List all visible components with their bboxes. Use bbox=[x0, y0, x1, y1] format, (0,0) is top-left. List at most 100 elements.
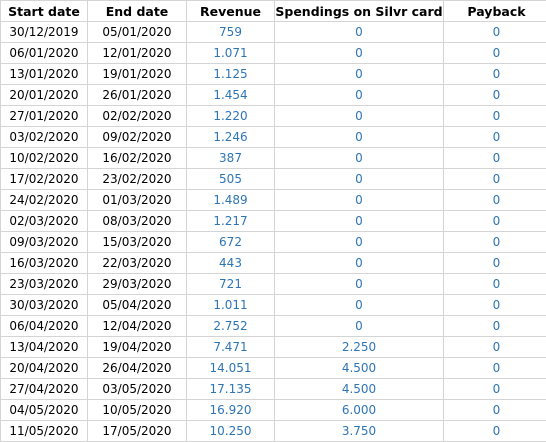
revenue-cell[interactable]: 17.135 bbox=[186, 378, 275, 400]
payback-cell[interactable]: 0 bbox=[443, 105, 546, 127]
start-date-cell[interactable]: 30/12/2019 bbox=[0, 21, 88, 43]
start-date-cell[interactable]: 06/01/2020 bbox=[0, 42, 88, 64]
start-date-cell[interactable]: 03/02/2020 bbox=[0, 126, 88, 148]
end-date-cell[interactable]: 19/01/2020 bbox=[87, 63, 187, 85]
header-payback[interactable]: Payback bbox=[443, 0, 546, 22]
start-date-cell[interactable]: 30/03/2020 bbox=[0, 294, 88, 316]
payback-cell[interactable]: 0 bbox=[443, 357, 546, 379]
end-date-cell[interactable]: 23/02/2020 bbox=[87, 168, 187, 190]
payback-cell[interactable]: 0 bbox=[443, 336, 546, 358]
start-date-cell[interactable]: 09/03/2020 bbox=[0, 231, 88, 253]
revenue-cell[interactable]: 1.011 bbox=[186, 294, 275, 316]
payback-cell[interactable]: 0 bbox=[443, 399, 546, 421]
end-date-cell[interactable]: 05/01/2020 bbox=[87, 21, 187, 43]
revenue-cell[interactable]: 7.471 bbox=[186, 336, 275, 358]
end-date-cell[interactable]: 19/04/2020 bbox=[87, 336, 187, 358]
revenue-cell[interactable]: 10.250 bbox=[186, 420, 275, 442]
end-date-cell[interactable]: 05/04/2020 bbox=[87, 294, 187, 316]
payback-cell[interactable]: 0 bbox=[443, 189, 546, 211]
revenue-cell[interactable]: 2.752 bbox=[186, 315, 275, 337]
spendings-cell[interactable]: 4.500 bbox=[274, 357, 444, 379]
payback-cell[interactable]: 0 bbox=[443, 252, 546, 274]
header-start-date[interactable]: Start date bbox=[0, 0, 88, 22]
revenue-cell[interactable]: 387 bbox=[186, 147, 275, 169]
payback-cell[interactable]: 0 bbox=[443, 378, 546, 400]
revenue-cell[interactable]: 16.920 bbox=[186, 399, 275, 421]
payback-cell[interactable]: 0 bbox=[443, 273, 546, 295]
end-date-cell[interactable]: 03/05/2020 bbox=[87, 378, 187, 400]
start-date-cell[interactable]: 04/05/2020 bbox=[0, 399, 88, 421]
payback-cell[interactable]: 0 bbox=[443, 294, 546, 316]
spendings-cell[interactable]: 0 bbox=[274, 294, 444, 316]
payback-cell[interactable]: 0 bbox=[443, 168, 546, 190]
revenue-cell[interactable]: 1.071 bbox=[186, 42, 275, 64]
revenue-cell[interactable]: 1.246 bbox=[186, 126, 275, 148]
end-date-cell[interactable]: 22/03/2020 bbox=[87, 252, 187, 274]
revenue-cell[interactable]: 672 bbox=[186, 231, 275, 253]
start-date-cell[interactable]: 16/03/2020 bbox=[0, 252, 88, 274]
start-date-cell[interactable]: 13/01/2020 bbox=[0, 63, 88, 85]
spendings-cell[interactable]: 2.250 bbox=[274, 336, 444, 358]
end-date-cell[interactable]: 10/05/2020 bbox=[87, 399, 187, 421]
spendings-cell[interactable]: 0 bbox=[274, 63, 444, 85]
spendings-cell[interactable]: 6.000 bbox=[274, 399, 444, 421]
spendings-cell[interactable]: 0 bbox=[274, 252, 444, 274]
start-date-cell[interactable]: 11/05/2020 bbox=[0, 420, 88, 442]
spendings-cell[interactable]: 0 bbox=[274, 84, 444, 106]
spendings-cell[interactable]: 0 bbox=[274, 168, 444, 190]
start-date-cell[interactable]: 10/02/2020 bbox=[0, 147, 88, 169]
end-date-cell[interactable]: 29/03/2020 bbox=[87, 273, 187, 295]
start-date-cell[interactable]: 24/02/2020 bbox=[0, 189, 88, 211]
start-date-cell[interactable]: 27/04/2020 bbox=[0, 378, 88, 400]
end-date-cell[interactable]: 08/03/2020 bbox=[87, 210, 187, 232]
revenue-cell[interactable]: 1.217 bbox=[186, 210, 275, 232]
end-date-cell[interactable]: 15/03/2020 bbox=[87, 231, 187, 253]
end-date-cell[interactable]: 01/03/2020 bbox=[87, 189, 187, 211]
start-date-cell[interactable]: 13/04/2020 bbox=[0, 336, 88, 358]
payback-cell[interactable]: 0 bbox=[443, 420, 546, 442]
revenue-cell[interactable]: 505 bbox=[186, 168, 275, 190]
spendings-cell[interactable]: 0 bbox=[274, 273, 444, 295]
revenue-cell[interactable]: 721 bbox=[186, 273, 275, 295]
payback-cell[interactable]: 0 bbox=[443, 21, 546, 43]
start-date-cell[interactable]: 17/02/2020 bbox=[0, 168, 88, 190]
spendings-cell[interactable]: 0 bbox=[274, 147, 444, 169]
revenue-cell[interactable]: 1.220 bbox=[186, 105, 275, 127]
spendings-cell[interactable]: 4.500 bbox=[274, 378, 444, 400]
end-date-cell[interactable]: 12/01/2020 bbox=[87, 42, 187, 64]
end-date-cell[interactable]: 02/02/2020 bbox=[87, 105, 187, 127]
spendings-cell[interactable]: 0 bbox=[274, 315, 444, 337]
spendings-cell[interactable]: 0 bbox=[274, 126, 444, 148]
end-date-cell[interactable]: 09/02/2020 bbox=[87, 126, 187, 148]
spendings-cell[interactable]: 0 bbox=[274, 21, 444, 43]
revenue-cell[interactable]: 1.489 bbox=[186, 189, 275, 211]
payback-cell[interactable]: 0 bbox=[443, 42, 546, 64]
spendings-cell[interactable]: 0 bbox=[274, 210, 444, 232]
header-revenue[interactable]: Revenue bbox=[186, 0, 275, 22]
end-date-cell[interactable]: 26/04/2020 bbox=[87, 357, 187, 379]
spendings-cell[interactable]: 0 bbox=[274, 105, 444, 127]
payback-cell[interactable]: 0 bbox=[443, 315, 546, 337]
spendings-cell[interactable]: 0 bbox=[274, 231, 444, 253]
payback-cell[interactable]: 0 bbox=[443, 63, 546, 85]
revenue-cell[interactable]: 1.454 bbox=[186, 84, 275, 106]
header-end-date[interactable]: End date bbox=[87, 0, 187, 22]
revenue-cell[interactable]: 1.125 bbox=[186, 63, 275, 85]
end-date-cell[interactable]: 26/01/2020 bbox=[87, 84, 187, 106]
start-date-cell[interactable]: 20/01/2020 bbox=[0, 84, 88, 106]
start-date-cell[interactable]: 27/01/2020 bbox=[0, 105, 88, 127]
payback-cell[interactable]: 0 bbox=[443, 147, 546, 169]
spendings-cell[interactable]: 0 bbox=[274, 42, 444, 64]
start-date-cell[interactable]: 02/03/2020 bbox=[0, 210, 88, 232]
spendings-cell[interactable]: 0 bbox=[274, 189, 444, 211]
header-spendings-on-silvr-card[interactable]: Spendings on Silvr card bbox=[274, 0, 444, 22]
payback-cell[interactable]: 0 bbox=[443, 210, 546, 232]
revenue-cell[interactable]: 14.051 bbox=[186, 357, 275, 379]
end-date-cell[interactable]: 12/04/2020 bbox=[87, 315, 187, 337]
end-date-cell[interactable]: 16/02/2020 bbox=[87, 147, 187, 169]
spendings-cell[interactable]: 3.750 bbox=[274, 420, 444, 442]
revenue-cell[interactable]: 443 bbox=[186, 252, 275, 274]
payback-cell[interactable]: 0 bbox=[443, 84, 546, 106]
start-date-cell[interactable]: 23/03/2020 bbox=[0, 273, 88, 295]
start-date-cell[interactable]: 20/04/2020 bbox=[0, 357, 88, 379]
